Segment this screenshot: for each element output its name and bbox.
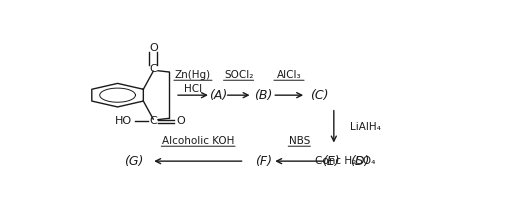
Text: C: C	[150, 116, 157, 126]
Text: NBS: NBS	[289, 136, 310, 146]
Text: (C): (C)	[310, 89, 328, 102]
Text: LiAlH₄: LiAlH₄	[350, 122, 380, 132]
Text: HCl: HCl	[184, 84, 202, 94]
Text: (G): (G)	[124, 155, 143, 168]
Text: O: O	[177, 116, 185, 126]
Text: (F): (F)	[255, 155, 272, 168]
Text: Alcoholic KOH: Alcoholic KOH	[162, 136, 234, 146]
Text: Conc H₂SO₄: Conc H₂SO₄	[315, 156, 375, 166]
Text: (E): (E)	[322, 155, 340, 168]
Text: AlCl₃: AlCl₃	[276, 70, 301, 80]
Text: (A): (A)	[209, 89, 227, 102]
Text: (B): (B)	[254, 89, 272, 102]
Text: (D): (D)	[350, 155, 369, 168]
Text: HO: HO	[115, 116, 132, 126]
Text: O: O	[149, 43, 158, 53]
Text: Zn(Hg): Zn(Hg)	[175, 70, 211, 80]
Text: SOCl₂: SOCl₂	[224, 70, 253, 80]
Text: C: C	[150, 64, 157, 74]
